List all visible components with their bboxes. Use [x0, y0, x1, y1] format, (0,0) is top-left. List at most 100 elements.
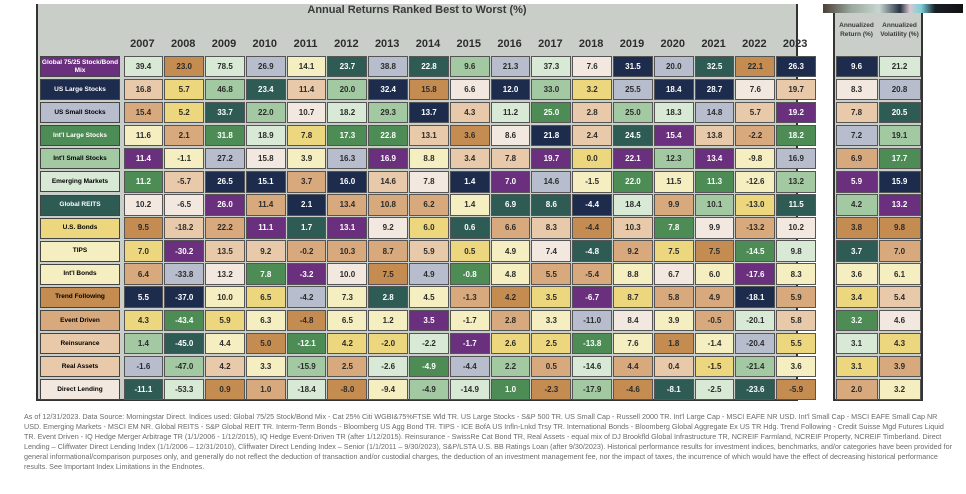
- return-cell: 22.8: [368, 124, 409, 147]
- return-cell: 16.3: [327, 147, 368, 170]
- table-row: US Large Stocks 16.8 5.7 46.8 23.4 11.4 20.0 32…: [40, 78, 817, 101]
- return-cell: 4.9: [490, 240, 531, 262]
- return-cell: 16.8: [123, 78, 164, 101]
- return-cell: -18.4: [286, 378, 327, 401]
- return-cell: 18.2: [327, 101, 368, 124]
- return-cell: -13.2: [735, 217, 776, 239]
- annualized-return-cell: 3.4: [835, 286, 878, 309]
- return-cell: 15.1: [245, 170, 286, 193]
- year-header: 2016: [497, 38, 522, 50]
- return-cell: 5.8: [776, 309, 817, 332]
- return-cell: -6.7: [572, 286, 613, 309]
- year-header: 2013: [374, 38, 400, 50]
- return-cell: 2.8: [368, 286, 409, 309]
- return-cell: 21.8: [531, 124, 572, 147]
- table-row: U.S. Bonds 9.5 -18.2 22.2 11.1 1.7 13.1 9.2 6.0 0…: [40, 217, 817, 240]
- return-cell: -3.2: [286, 263, 327, 285]
- year-header: 2019: [619, 38, 645, 50]
- asset-label: Event Driven: [40, 310, 120, 332]
- return-cell: 0.5: [449, 240, 490, 262]
- return-cell: 1.0: [490, 378, 531, 401]
- return-cell: 8.3: [776, 263, 817, 285]
- return-cell: -2.2: [409, 332, 449, 355]
- return-cell: 32.5: [694, 55, 735, 78]
- return-cell: 8.6: [490, 124, 531, 147]
- return-cell: 22.0: [245, 101, 286, 124]
- return-cell: 8.8: [613, 263, 653, 285]
- return-cell: 25.0: [531, 101, 572, 124]
- return-cell: 1.4: [123, 332, 164, 355]
- return-cell: 9.2: [245, 240, 286, 262]
- stats-row: 8.3 20.8: [835, 78, 921, 101]
- stats-row: 9.6 21.2: [835, 55, 921, 78]
- return-cell: 6.6: [490, 217, 531, 239]
- annualized-volatility-cell: 3.2: [878, 378, 921, 401]
- return-cell: 4.3: [449, 101, 490, 124]
- table-row: Reinsurance 1.4 -45.0 4.4 5.0 -12.1 4.2 -2.0 -2.…: [40, 332, 817, 355]
- return-cell: 14.6: [531, 170, 572, 193]
- return-cell: 39.4: [123, 55, 164, 78]
- return-cell: -18.1: [735, 286, 776, 309]
- return-cell: 13.8: [694, 124, 735, 147]
- return-cell: -2.3: [531, 378, 572, 401]
- return-cell: -47.0: [164, 355, 205, 378]
- return-cell: 2.4: [572, 124, 613, 147]
- return-cell: -2.5: [694, 378, 735, 401]
- return-cell: 26.5: [205, 170, 245, 193]
- return-cell: -1.5: [572, 170, 613, 193]
- year-header: 2012: [334, 38, 359, 50]
- return-cell: 14.6: [368, 170, 409, 193]
- year-header: 2021: [701, 38, 726, 50]
- year-header: 2022: [742, 38, 767, 50]
- return-cell: 5.8: [653, 286, 694, 309]
- return-cell: 0.9: [205, 378, 245, 401]
- stats-row: 2.0 3.2: [835, 378, 921, 401]
- asset-label: Direct Lending: [40, 379, 120, 401]
- return-cell: 28.7: [694, 78, 735, 101]
- asset-label: Int'l Large Stocks: [40, 125, 120, 147]
- return-cell: 5.7: [164, 78, 205, 101]
- year-header: 2023: [782, 38, 808, 50]
- asset-label: Global 75/25 Stock/Bond Mix: [40, 56, 120, 77]
- return-cell: 6.0: [694, 263, 735, 285]
- return-cell: 16.0: [327, 170, 368, 193]
- return-cell: 0.4: [653, 355, 694, 378]
- return-cell: 10.2: [776, 217, 817, 239]
- return-cell: -53.3: [164, 378, 205, 401]
- return-cell: -11.1: [123, 378, 164, 401]
- return-cell: 7.6: [572, 55, 613, 78]
- return-cell: 15.8: [245, 147, 286, 170]
- return-cell: 9.2: [613, 240, 653, 262]
- return-cell: 6.3: [245, 309, 286, 332]
- stats-row: 3.1 4.3: [835, 332, 921, 355]
- return-cell: -20.4: [735, 332, 776, 355]
- return-cell: 6.4: [123, 263, 164, 285]
- return-cell: -30.2: [164, 240, 205, 262]
- table-row: Global 75/25 Stock/Bond Mix 39.4 23.0 78.5 2…: [40, 55, 817, 78]
- return-cell: 19.7: [776, 78, 817, 101]
- return-cell: 4.2: [490, 286, 531, 309]
- return-cell: 22.1: [613, 147, 653, 170]
- return-cell: 4.9: [409, 263, 449, 285]
- return-cell: 2.5: [531, 332, 572, 355]
- return-cell: 12.3: [653, 147, 694, 170]
- return-cell: 5.5: [123, 286, 164, 309]
- return-cell: 10.0: [327, 263, 368, 285]
- return-cell: -4.2: [286, 286, 327, 309]
- annualized-return-cell: 9.6: [835, 55, 878, 78]
- return-cell: 0.0: [572, 147, 613, 170]
- stats-row: 3.1 3.9: [835, 355, 921, 378]
- return-cell: 11.2: [490, 101, 531, 124]
- return-cell: 7.6: [613, 332, 653, 355]
- return-cell: 15.8: [409, 78, 449, 101]
- annualized-volatility-cell: 20.5: [878, 101, 921, 124]
- return-cell: 13.1: [409, 124, 449, 147]
- return-cell: 2.8: [572, 101, 613, 124]
- annual-returns-table: Annual Returns Ranked Best to Worst (%) …: [36, 4, 817, 401]
- return-cell: 1.0: [245, 378, 286, 401]
- annualized-return-header: Annualized Return (%): [839, 22, 874, 38]
- return-cell: -11.0: [572, 309, 613, 332]
- return-cell: 7.8: [409, 170, 449, 193]
- stats-row: 7.2 19.1: [835, 124, 921, 147]
- annualized-return-cell: 5.9: [835, 170, 878, 193]
